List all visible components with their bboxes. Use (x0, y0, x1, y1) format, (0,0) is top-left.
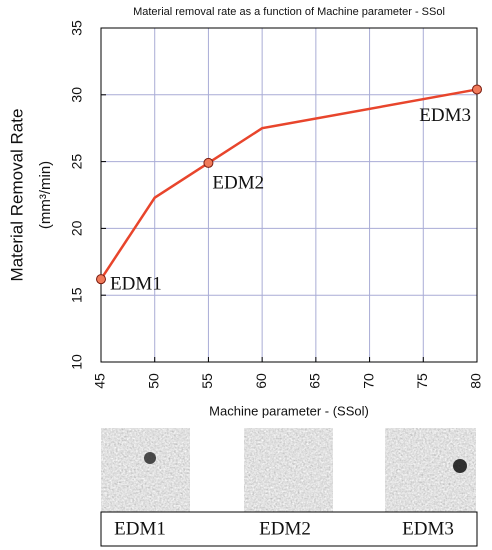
pore (144, 452, 156, 464)
pore (453, 459, 467, 473)
y-axis-title: Material Removal Rate (7, 109, 26, 282)
x-tick-label: 45 (92, 373, 108, 389)
x-tick-label: 80 (468, 373, 484, 389)
point (96, 274, 106, 285)
x-tick-label: 55 (199, 373, 215, 389)
point-label: EDM1 (110, 274, 162, 295)
x-tick-label: 70 (360, 373, 376, 389)
y-tick-label: 35 (69, 20, 85, 36)
point-label: EDM2 (212, 172, 264, 193)
x-tick-label: 65 (307, 373, 323, 389)
micrograph-label: EDM3 (402, 518, 454, 539)
plot-frame (100, 27, 478, 363)
label-box (100, 511, 478, 547)
point-label: EDM3 (419, 105, 471, 126)
x-tick-label: 50 (145, 373, 161, 389)
micrograph-label: EDM2 (259, 518, 311, 539)
y-tick-label: 25 (69, 154, 85, 170)
micrograph (101, 428, 190, 512)
y-tick-label: 30 (69, 87, 85, 103)
point (203, 157, 214, 168)
y-axis-unit: (mm³/min) (37, 161, 54, 229)
x-tick-label: 60 (253, 373, 269, 389)
y-tick-label: 10 (69, 354, 85, 370)
chart-title: Material removal rate as a function of M… (133, 6, 445, 18)
x-axis-title: Machine parameter - (SSol) (209, 403, 369, 418)
y-tick-label: 15 (69, 287, 85, 303)
point (472, 84, 482, 95)
x-tick-label: 75 (414, 373, 430, 389)
micrograph (244, 428, 333, 512)
micrograph-label: EDM1 (114, 518, 166, 539)
y-tick-label: 20 (69, 220, 85, 236)
micrographs: EDM1 EDM2 EDM3 (100, 428, 478, 547)
